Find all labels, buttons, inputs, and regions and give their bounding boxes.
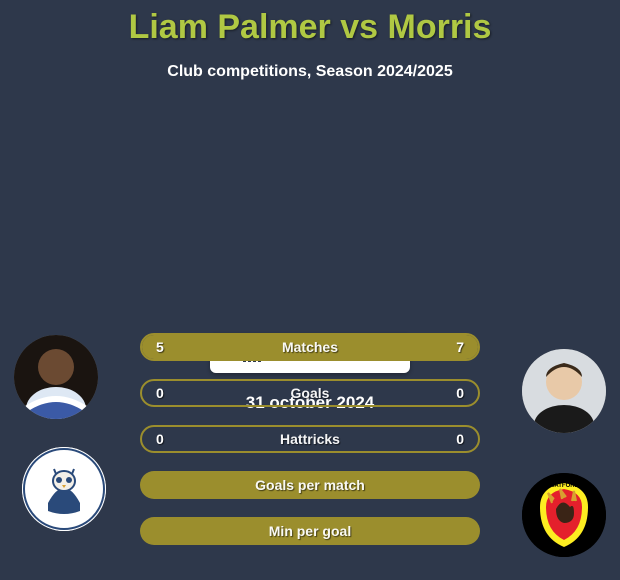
stat-bar-goals: 0 Goals 0 (140, 379, 480, 407)
crest-left-icon (22, 447, 106, 531)
stat-bar-hattricks: 0 Hattricks 0 (140, 425, 480, 453)
player-left-avatar (14, 335, 98, 419)
stat-label: Goals per match (255, 477, 365, 493)
page-title: Liam Palmer vs Morris (0, 0, 620, 47)
crest-right: WATFORD (522, 473, 606, 557)
stat-bars: 5 Matches 7 0 Goals 0 0 Hattricks 0 Goal… (140, 333, 480, 563)
stat-value-right: 0 (456, 431, 464, 447)
stat-bar-mpg: Min per goal (140, 517, 480, 545)
stat-bar-gpm: Goals per match (140, 471, 480, 499)
player-right-avatar (522, 349, 606, 433)
stat-value-right: 0 (456, 385, 464, 401)
stat-label: Goals (291, 385, 330, 401)
crest-right-icon: WATFORD (522, 473, 606, 557)
comparison-content: WATFORD 5 Matches 7 0 Goals 0 0 Hattrick… (0, 333, 620, 413)
stat-label: Matches (282, 339, 338, 355)
avatar-left-icon (14, 335, 98, 419)
crest-left (22, 447, 106, 531)
page-subtitle: Club competitions, Season 2024/2025 (0, 63, 620, 81)
stat-value-left: 0 (156, 431, 164, 447)
svg-text:WATFORD: WATFORD (549, 483, 580, 489)
stat-label: Min per goal (269, 523, 351, 539)
stat-bar-matches: 5 Matches 7 (140, 333, 480, 361)
stat-label: Hattricks (280, 431, 340, 447)
stat-value-right: 7 (456, 339, 464, 355)
stat-value-left: 0 (156, 385, 164, 401)
avatar-right-icon (522, 349, 606, 433)
stat-value-left: 5 (156, 339, 164, 355)
